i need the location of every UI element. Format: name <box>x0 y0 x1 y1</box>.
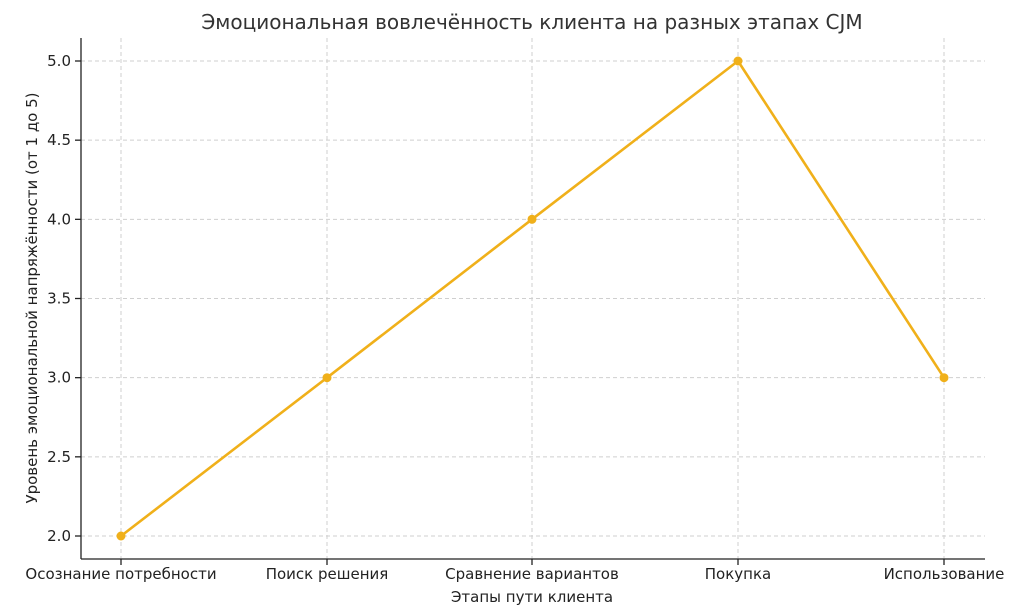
x-axis-label: Этапы пути клиента <box>451 588 613 606</box>
y-tick-label: 4.5 <box>47 131 71 149</box>
series-group <box>116 56 949 541</box>
y-tick-label: 2.0 <box>47 527 71 545</box>
y-tick-label: 5.0 <box>47 52 71 70</box>
y-axis-ticks: 2.0 2.5 3.0 3.5 4.0 4.5 5.0 <box>47 52 81 545</box>
y-tick-label: 3.5 <box>47 290 71 308</box>
y-axis-label: Уровень эмоциональной напряжённости (от … <box>23 92 41 503</box>
grid <box>81 38 985 559</box>
x-tick-label: Сравнение вариантов <box>445 565 619 583</box>
x-axis-ticks: Осознание потребности Поиск решения Сравне… <box>25 559 1004 583</box>
x-tick-label: Использование <box>884 565 1005 583</box>
chart-title: Эмоциональная вовлечённость клиента на р… <box>201 10 862 34</box>
data-point <box>733 56 743 66</box>
data-point <box>939 373 949 383</box>
data-point <box>116 531 126 541</box>
data-point <box>322 373 332 383</box>
x-tick-label: Осознание потребности <box>25 565 216 583</box>
y-tick-label: 3.0 <box>47 369 71 387</box>
y-tick-label: 4.0 <box>47 210 71 228</box>
x-tick-label: Покупка <box>705 565 771 583</box>
y-tick-label: 2.5 <box>47 448 71 466</box>
x-tick-label: Поиск решения <box>266 565 389 583</box>
data-point <box>527 214 537 224</box>
